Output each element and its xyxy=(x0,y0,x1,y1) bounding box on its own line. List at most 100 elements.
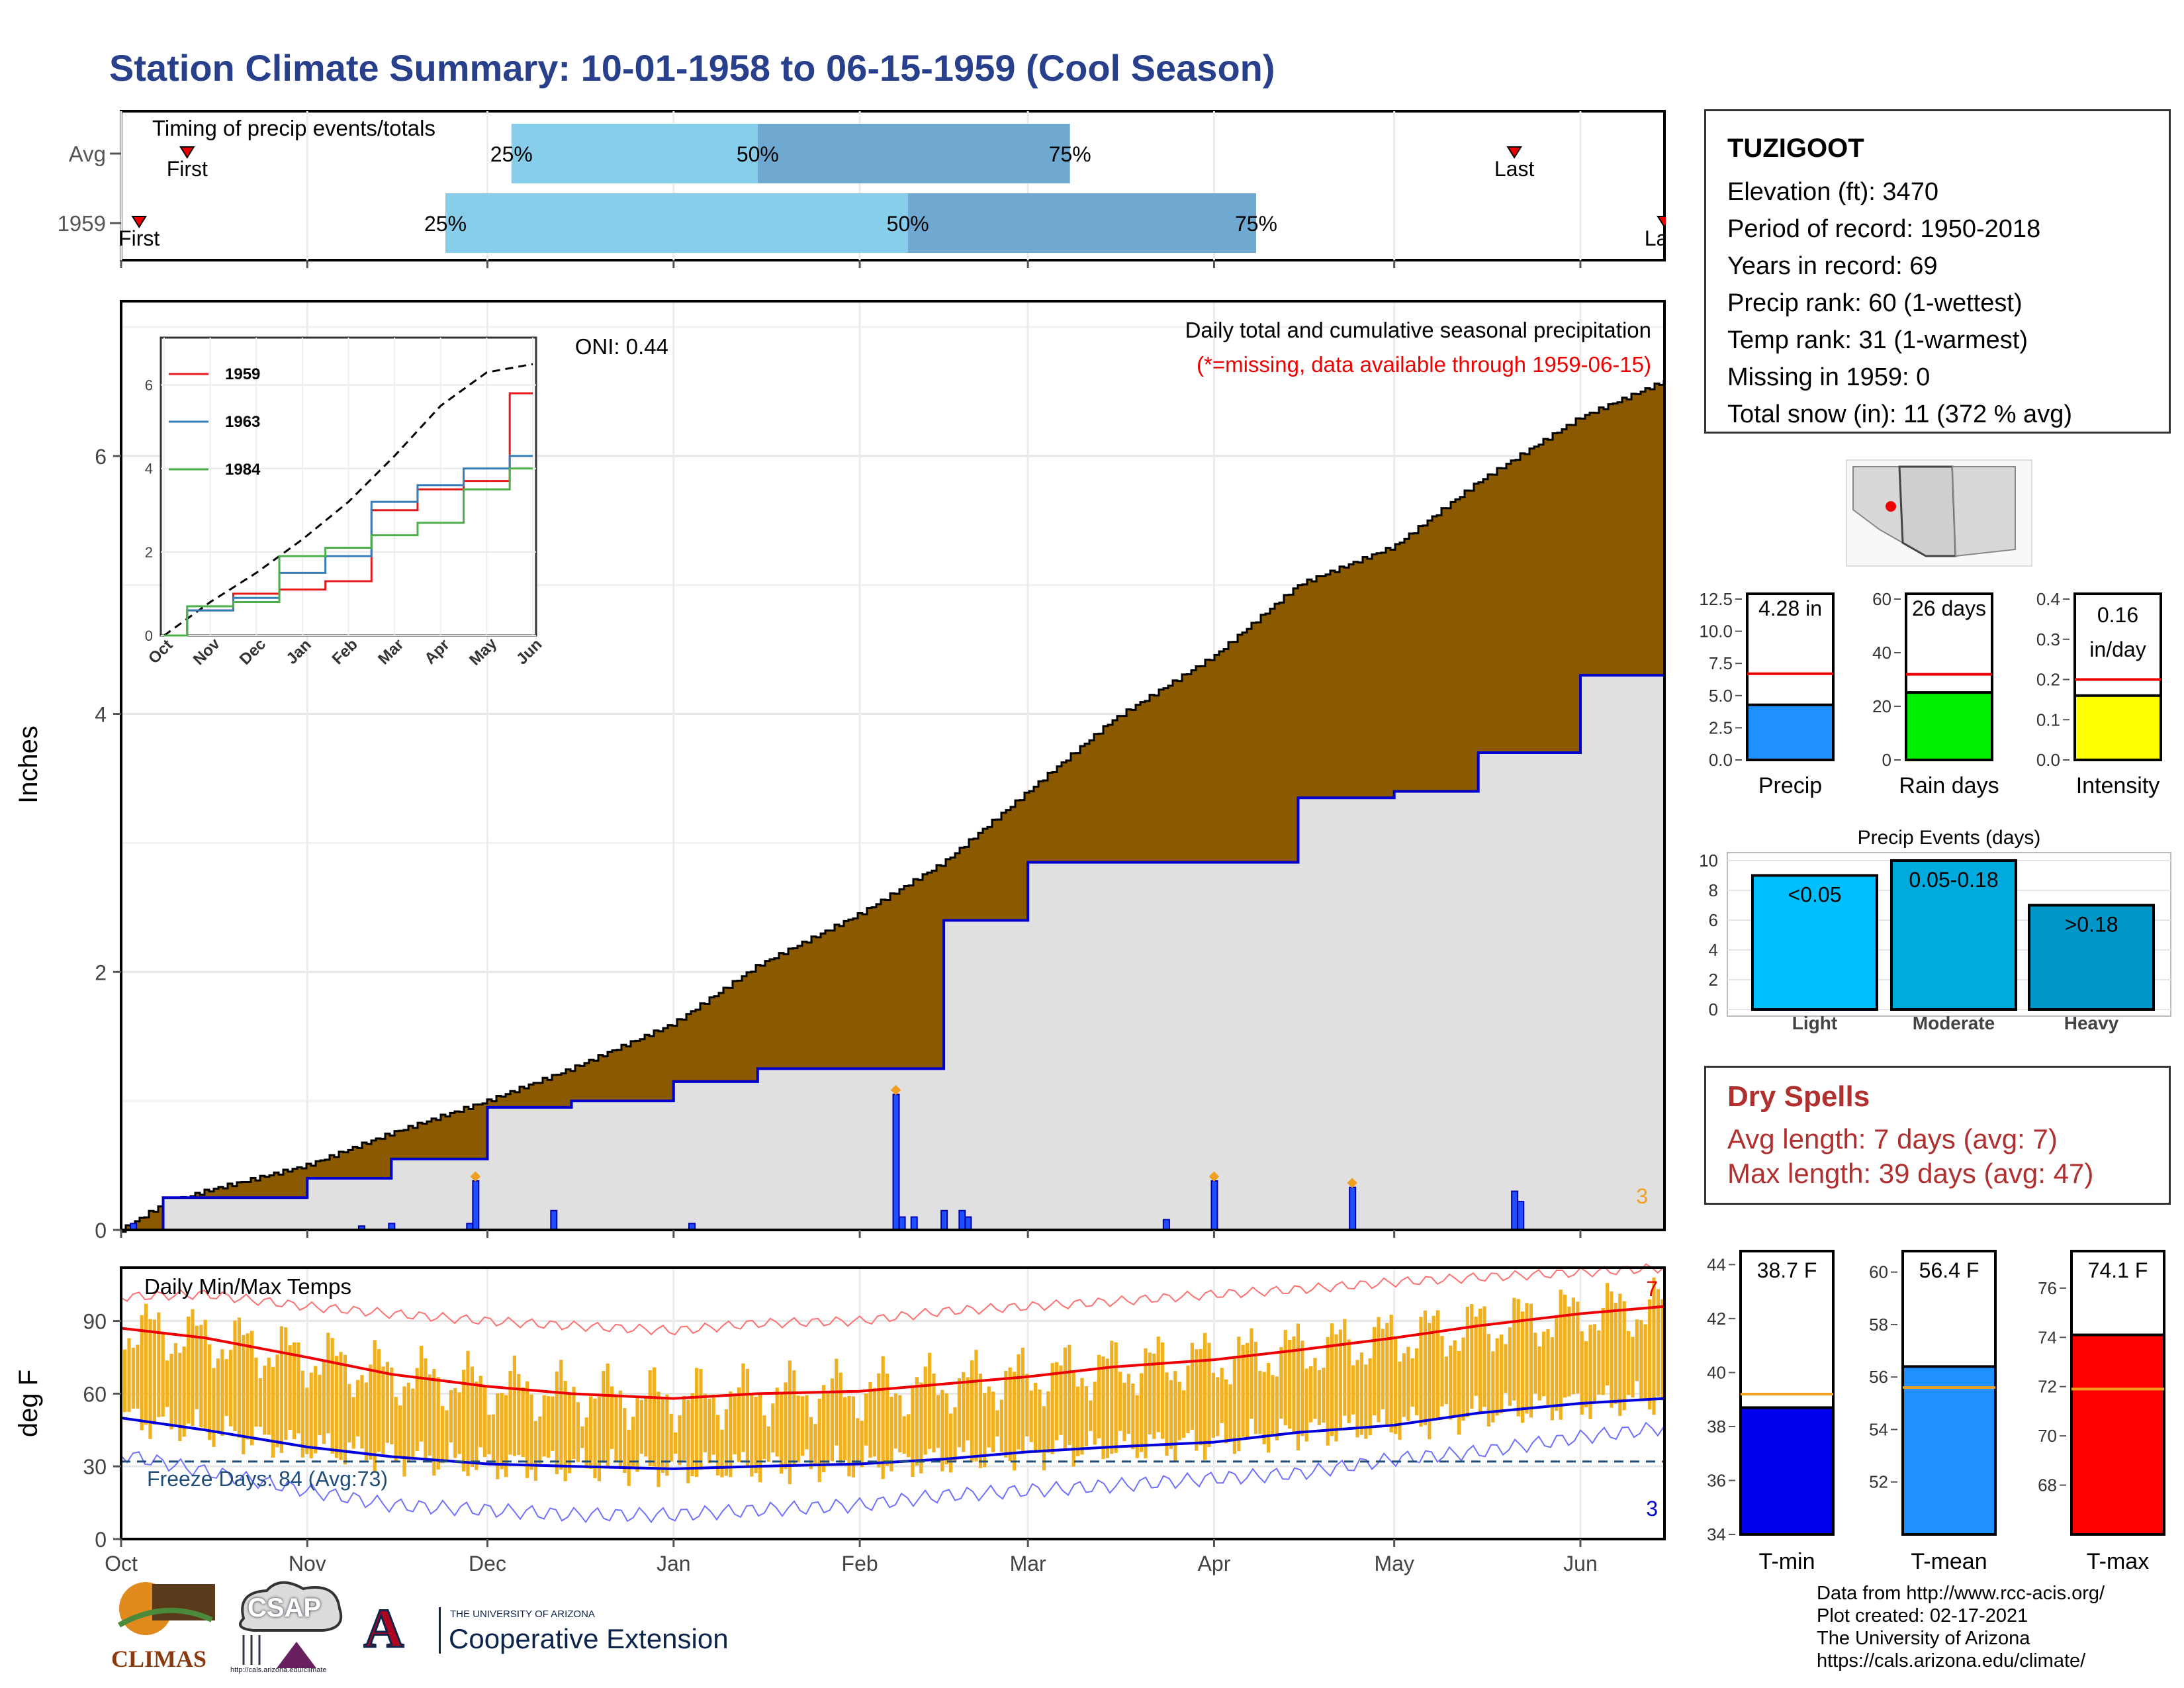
daily-temp-bar xyxy=(796,1395,800,1463)
total-ytick-label: 0.0 xyxy=(1709,750,1733,770)
daily-temp-bar xyxy=(1347,1339,1351,1423)
daily-temp-bar xyxy=(1580,1331,1584,1415)
daily-temp-bar xyxy=(449,1389,453,1443)
events-category-label: Moderate xyxy=(1913,1013,1995,1033)
daily-temp-bar xyxy=(623,1408,627,1474)
daily-temp-bar xyxy=(462,1370,466,1472)
timing-pct-label: 75% xyxy=(1235,212,1277,236)
temp-ytick-label: 60 xyxy=(83,1382,107,1406)
daily-temp-bar xyxy=(1203,1333,1207,1460)
daily-temp-bar xyxy=(1597,1330,1601,1395)
inset-ytick-label: 4 xyxy=(145,461,153,477)
inset-legend-label: 1963 xyxy=(225,413,260,431)
daily-temp-bar xyxy=(1592,1324,1596,1404)
daily-temp-bar xyxy=(411,1388,415,1459)
daily-temp-bar xyxy=(1491,1351,1495,1423)
daily-temp-bar xyxy=(584,1417,588,1469)
climas-logo: CLIMAS xyxy=(106,1579,222,1678)
timing-pct-label: 25% xyxy=(490,142,533,166)
temp-mean-ytick-label: 34 xyxy=(1707,1524,1726,1544)
daily-temp-bar xyxy=(165,1360,169,1407)
footer-line: Plot created: 02-17-2021 xyxy=(1817,1605,2028,1626)
daily-temp-bar xyxy=(1444,1356,1448,1405)
footer-line: Data from http://www.rcc-acis.org/ xyxy=(1817,1583,2105,1604)
inset-legend-label: 1984 xyxy=(225,461,261,479)
daily-temp-bar xyxy=(123,1349,127,1413)
daily-temp-bar xyxy=(555,1371,559,1475)
first-marker xyxy=(131,216,148,228)
daily-temp-bar xyxy=(233,1320,237,1432)
precip-title: Daily total and cumulative seasonal prec… xyxy=(1185,318,1651,342)
temp-mean-category-label: T-max xyxy=(2087,1549,2149,1574)
daily-temp-bar xyxy=(1084,1386,1088,1447)
daily-temp-bar xyxy=(157,1312,161,1417)
daily-temp-bar xyxy=(780,1393,784,1474)
daily-temp-bar xyxy=(1042,1406,1046,1471)
daily-temp-bar xyxy=(470,1366,474,1467)
daily-temp-bar xyxy=(872,1387,876,1457)
daily-temp-bar xyxy=(1398,1361,1402,1440)
temp-mean-ytick-label: 76 xyxy=(2038,1278,2057,1298)
daily-temp-bar xyxy=(1423,1310,1427,1426)
daily-temp-bar xyxy=(1097,1354,1101,1438)
csap-logo-graphic xyxy=(239,1581,343,1668)
daily-temp-bar xyxy=(284,1327,288,1440)
daily-temp-bar xyxy=(453,1387,457,1458)
timing-title: Timing of precip events/totals xyxy=(152,116,435,140)
events-ytick-label: 2 xyxy=(1709,970,1718,990)
total-category-label: Precip xyxy=(1758,773,1822,798)
timing-pct-label: 50% xyxy=(737,142,779,166)
daily-temp-bar xyxy=(1563,1294,1567,1398)
daily-temp-bar xyxy=(639,1399,643,1454)
temp-mean-category-label: T-mean xyxy=(1911,1549,1987,1574)
daily-temp-bar xyxy=(1148,1352,1152,1434)
temp-mean-bar xyxy=(1739,1406,1835,1536)
temp-title: Daily Min/Max Temps xyxy=(144,1274,351,1299)
daily-temp-bar xyxy=(1232,1356,1236,1454)
daily-temp-bar xyxy=(1186,1365,1190,1433)
daily-temp-bar xyxy=(911,1385,915,1477)
total-ytick-label: 2.5 xyxy=(1709,718,1733,737)
daily-temp-bar xyxy=(788,1360,792,1485)
precip-ytick-label: 2 xyxy=(95,961,107,984)
timing-pct-label: 25% xyxy=(424,212,467,236)
daily-temp-bar xyxy=(1601,1307,1605,1395)
daily-temp-bar xyxy=(343,1354,347,1465)
daily-temp-bar xyxy=(369,1364,373,1460)
daily-temp-bar xyxy=(1025,1374,1029,1436)
daily-temp-bar xyxy=(322,1359,326,1444)
daily-temp-bar xyxy=(394,1397,398,1462)
daily-temp-bar xyxy=(127,1338,131,1412)
temp-ytick-label: 0 xyxy=(95,1528,107,1552)
daily-temp-bar xyxy=(602,1371,606,1463)
daily-temp-bar xyxy=(987,1386,991,1448)
daily-temp-bar xyxy=(140,1315,144,1430)
daily-temp-bar xyxy=(432,1369,436,1476)
daily-temp-bar xyxy=(999,1399,1003,1452)
daily-temp-bar xyxy=(1652,1277,1656,1415)
station-missing: Missing in 1959: 0 xyxy=(1727,363,1931,391)
daily-temp-bar xyxy=(843,1397,847,1461)
daily-temp-bar xyxy=(860,1421,864,1468)
daily-temp-bar xyxy=(1508,1327,1512,1406)
daily-temp-bar xyxy=(1029,1390,1033,1442)
temp-ylabel: deg F xyxy=(14,1370,43,1437)
timing-row-label: 1959 xyxy=(58,211,106,236)
total-value-label: 0.16 xyxy=(2097,603,2138,627)
daily-temp-bar xyxy=(1050,1363,1054,1454)
daily-temp-bar xyxy=(614,1395,618,1462)
daily-temp-bar xyxy=(893,1393,897,1449)
daily-temp-bar xyxy=(711,1394,715,1455)
dry-spells-title: Dry Spells xyxy=(1727,1080,1870,1113)
temp-panel-frame xyxy=(120,1266,1666,1540)
daily-temp-bar xyxy=(889,1396,893,1472)
daily-temp-bar xyxy=(1576,1301,1580,1394)
daily-temp-bar xyxy=(1199,1348,1203,1446)
daily-temp-bar xyxy=(293,1342,296,1440)
daily-temp-bar xyxy=(1224,1379,1228,1444)
daily-temp-bar xyxy=(1292,1336,1296,1433)
total-value-label: in/day xyxy=(2089,637,2146,661)
daily-temp-bar xyxy=(1288,1339,1292,1429)
daily-temp-bar xyxy=(1271,1375,1275,1436)
daily-temp-bar xyxy=(1173,1371,1177,1462)
